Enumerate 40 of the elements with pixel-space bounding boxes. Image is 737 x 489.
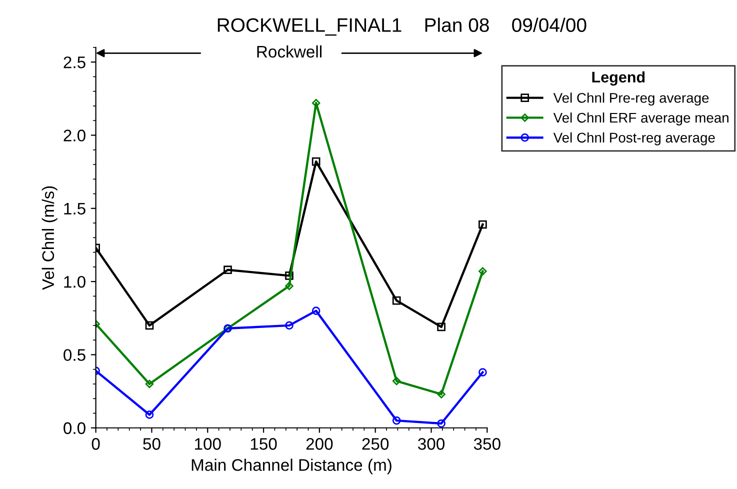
point [437,322,446,332]
x-tick-label: 350 [474,438,500,450]
x-tick-label: 300 [418,438,445,450]
point [437,419,446,428]
point [145,410,154,419]
x-tick-label: 200 [306,438,333,450]
legend-label: Vel Chnl ERF average mean [553,112,728,126]
annotation: Rockwell [257,45,322,58]
x-tick-label: 250 [362,438,389,450]
point [437,390,446,398]
point [392,296,401,305]
x-tick-label: 50 [143,438,160,450]
legend-title: Legend [592,71,645,86]
point [145,380,154,388]
point [478,267,487,276]
point [285,272,294,280]
x-tick-label: 0 [92,438,100,450]
y-tick-label: 0.0 [64,422,86,434]
y-tick-label: 1.5 [64,202,86,215]
chart-title: ROCKWELL_FINAL1 Plan 08 09/04/00 [218,18,586,36]
point [285,282,294,290]
y-axis-title: Vel Chnl (m/s) [42,186,58,290]
point [392,416,401,425]
point [285,321,294,330]
y-tick-label: 0.5 [64,349,86,361]
y-tick-label: 2.0 [64,130,86,142]
x-tick-label: 150 [250,438,277,450]
legend-label: Vel Chnl Post-reg average [553,132,715,146]
point [312,157,320,166]
y-tick-label: 2.5 [64,56,86,68]
point [145,321,154,330]
point [312,306,320,315]
point [224,266,232,274]
x-tick-label: 100 [194,438,221,450]
legend-label: Vel Chnl Pre-reg average [553,92,709,106]
point [478,220,487,229]
point [478,368,487,376]
point [392,376,401,386]
x-axis-title: Main Channel Distance (m) [192,458,392,474]
y-tick-label: 1.0 [64,276,86,288]
